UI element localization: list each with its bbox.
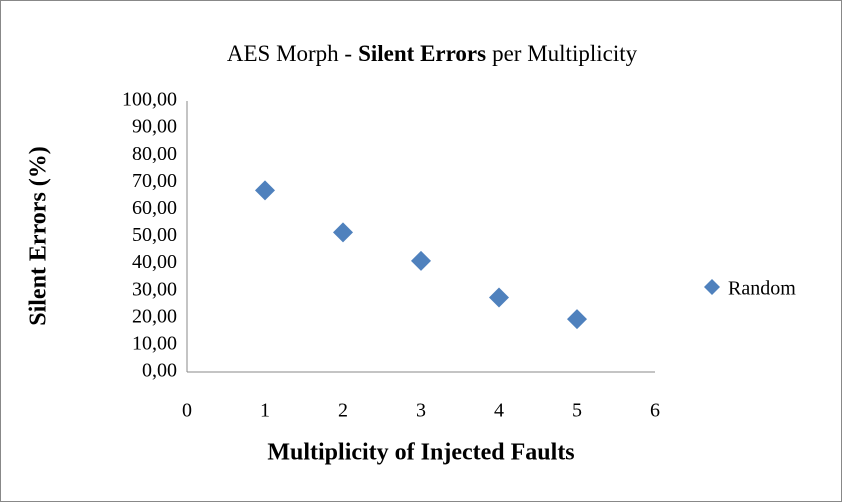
x-axis-label: Multiplicity of Injected Faults bbox=[267, 440, 574, 466]
y-tick-label: 20,00 bbox=[132, 305, 177, 327]
y-tick-label: 80,00 bbox=[132, 143, 177, 165]
x-tick-label: 1 bbox=[260, 400, 270, 422]
legend-marker bbox=[704, 279, 720, 295]
point bbox=[567, 309, 587, 330]
point bbox=[489, 287, 509, 308]
x-tick-label: 2 bbox=[338, 400, 348, 422]
y-tick-label: 100,00 bbox=[122, 89, 177, 111]
point bbox=[255, 180, 275, 201]
x-tick-label: 3 bbox=[416, 400, 426, 422]
y-tick-label: 40,00 bbox=[132, 251, 177, 273]
y-tick-label: 50,00 bbox=[132, 224, 177, 246]
x-tick-label: 5 bbox=[572, 400, 582, 422]
x-tick-label: 6 bbox=[650, 400, 660, 422]
y-tick-label: 10,00 bbox=[132, 332, 177, 354]
title-part: Silent Errors bbox=[358, 41, 486, 66]
legend-label: Random bbox=[728, 278, 796, 300]
title-part: AES Morph - bbox=[227, 41, 352, 66]
point bbox=[333, 222, 353, 243]
y-tick-label: 30,00 bbox=[132, 278, 177, 300]
y-tick-label: 90,00 bbox=[132, 116, 177, 138]
y-tick-label: 70,00 bbox=[132, 170, 177, 192]
y-tick-label: 60,00 bbox=[132, 197, 177, 219]
y-tick-label: 0,00 bbox=[142, 360, 177, 382]
point bbox=[411, 250, 431, 271]
y-axis-label: Silent Errors (%) bbox=[26, 146, 52, 326]
x-tick-label: 4 bbox=[494, 400, 504, 422]
title-part: per Multiplicity bbox=[492, 41, 638, 66]
chart-title: AES Morph - Silent Errors per Multiplicity bbox=[227, 41, 638, 66]
x-tick-label: 0 bbox=[182, 400, 192, 422]
